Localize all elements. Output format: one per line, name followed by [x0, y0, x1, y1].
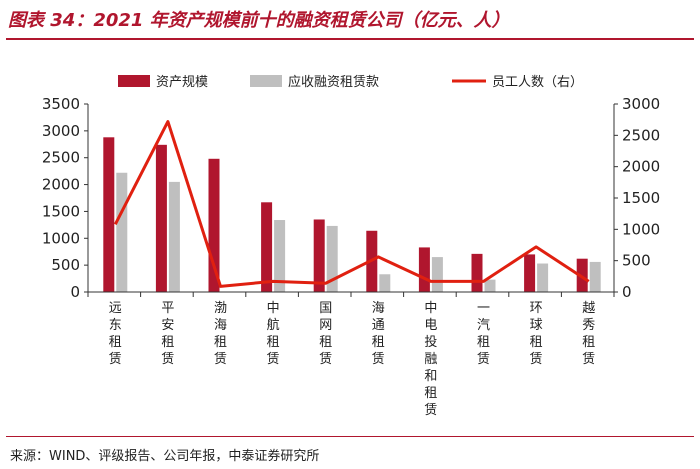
legend-label-staff: 员工人数（右）: [492, 75, 583, 90]
right-tick-label: 500: [622, 252, 651, 270]
source-note: 来源：WIND、评级报告、公司年报，中泰证券研究所: [10, 449, 320, 464]
chart-title: 图表 34：2021 年资产规模前十的融资租赁公司（亿元、人）: [8, 10, 510, 31]
legend-label-asset: 资产规模: [156, 75, 208, 90]
asset-bar: [524, 254, 536, 292]
category-label: 越秀租赁: [582, 301, 595, 367]
receivable-bar: [168, 181, 180, 292]
category-label: 渤海租赁: [214, 300, 227, 367]
legend-swatch-asset: [118, 75, 150, 87]
legend: 资产规模 应收融资租赁款 员工人数（右）: [118, 74, 583, 90]
category-label: 远东租赁: [109, 301, 122, 367]
footer-rule: [6, 436, 694, 437]
left-tick-label: 1500: [42, 202, 80, 220]
receivable-bar: [274, 220, 286, 292]
right-tick-label: 1000: [622, 220, 660, 238]
left-tick-label: 2500: [42, 149, 80, 167]
right-tick-label: 3000: [622, 95, 660, 113]
left-tick-label: 2000: [42, 176, 80, 194]
staff-line: [113, 120, 590, 288]
asset-bar: [155, 144, 167, 292]
category-label: 中电投融和租赁: [424, 301, 437, 418]
category-label: 环球租赁: [530, 301, 543, 367]
asset-bar: [471, 253, 483, 292]
asset-bar: [103, 137, 115, 292]
receivable-bar: [116, 172, 128, 292]
asset-bar: [208, 158, 220, 292]
asset-bar: [261, 202, 273, 292]
receivable-bar: [589, 261, 601, 292]
x-axis: 远东租赁 平安租赁 渤海租赁 中航租赁 国网租赁 海通租赁 中电投融和租赁 一汽租赁 环球租赁 越…: [87, 291, 615, 418]
title-underline: [6, 38, 694, 40]
right-tick-label: 2000: [622, 158, 660, 176]
left-tick-label: 1000: [42, 229, 80, 247]
category-label: 海通租赁: [372, 301, 385, 367]
category-label: 国网租赁: [319, 301, 332, 367]
asset-bar: [313, 219, 325, 292]
right-tick-label: 0: [622, 283, 632, 301]
right-tick-label: 2500: [622, 126, 660, 144]
legend-label-receivable: 应收融资租赁款: [288, 74, 379, 90]
left-tick-label: 0: [70, 283, 80, 301]
legend-swatch-receivable: [250, 75, 282, 87]
left-tick-label: 500: [51, 256, 80, 274]
receivable-bar: [326, 225, 338, 292]
receivable-bar: [484, 279, 496, 292]
left-tick-label: 3000: [42, 122, 80, 140]
right-axis: 0 500 1000 1500 2000 2500 3000: [613, 95, 660, 301]
receivable-bar: [379, 274, 391, 292]
right-tick-label: 1500: [622, 189, 660, 207]
category-label: 平安租赁: [161, 301, 174, 367]
asset-bar: [418, 247, 430, 292]
category-label: 一汽租赁: [477, 301, 490, 367]
receivable-bar: [537, 263, 549, 292]
left-axis: 0 500 1000 1500 2000 2500 3000 3500: [42, 95, 89, 301]
staff-line-path: [113, 120, 590, 288]
receivable-bar: [431, 257, 443, 292]
left-tick-label: 3500: [42, 95, 80, 113]
category-label: 中航租赁: [267, 301, 280, 367]
